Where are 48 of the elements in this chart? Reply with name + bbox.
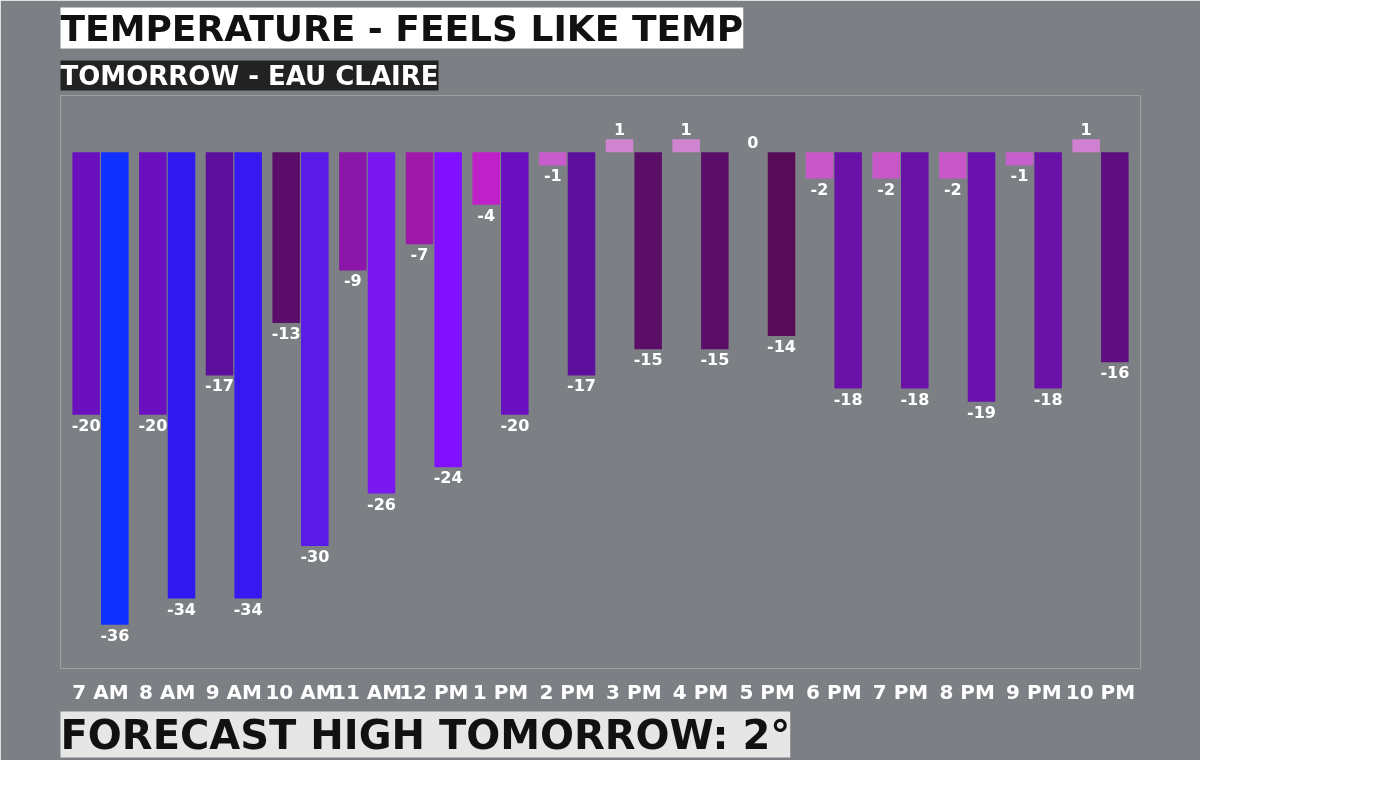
- x-tick-label: 2 PM: [539, 679, 595, 704]
- x-tick-label: 9 AM: [205, 679, 262, 704]
- x-tick-label: 8 AM: [139, 679, 196, 704]
- data-label: -18: [900, 389, 930, 409]
- data-label: -2: [810, 179, 829, 199]
- data-label: -34: [167, 599, 196, 619]
- data-label: 0: [747, 133, 759, 153]
- data-label: -15: [700, 350, 730, 370]
- data-label: -30: [300, 547, 330, 567]
- data-label: -7: [410, 245, 429, 265]
- data-label: -24: [433, 468, 463, 488]
- x-tick-label: 3 PM: [606, 679, 662, 704]
- data-label: -9: [343, 271, 362, 291]
- x-tick-label: 8 PM: [939, 679, 995, 704]
- data-label: -20: [71, 415, 101, 435]
- data-label: -13: [271, 323, 301, 343]
- data-label: -16: [1100, 363, 1130, 383]
- data-label: -26: [367, 494, 396, 514]
- x-tick-label: 9 PM: [1006, 679, 1062, 704]
- data-label: -14: [767, 337, 796, 357]
- x-tick-label: 6 PM: [806, 679, 862, 704]
- data-label: -19: [967, 402, 996, 422]
- data-label: -36: [100, 625, 130, 645]
- data-label: 1: [613, 120, 626, 140]
- x-tick-label: 10 PM: [1065, 679, 1136, 704]
- data-label: -2: [943, 179, 962, 199]
- data-label: -18: [833, 389, 863, 409]
- x-tick-label: 7 PM: [872, 679, 929, 704]
- data-label: -2: [877, 179, 896, 199]
- data-label: -20: [138, 415, 168, 435]
- x-tick-label: 7 AM: [72, 679, 129, 704]
- data-label: -20: [500, 415, 530, 435]
- chart-title: TEMPERATURE - FEELS LIKE TEMP: [60, 7, 744, 49]
- chart-subtitle: TOMORROW - EAU CLAIRE: [60, 60, 439, 91]
- x-tick-label: 1 PM: [472, 679, 529, 704]
- data-label: -34: [233, 599, 263, 619]
- text: FORECAST HIGH TOMORROW: 2°: [60, 711, 791, 758]
- x-tick-label: 5 PM: [739, 679, 795, 704]
- data-label: -1: [543, 166, 562, 186]
- data-label: -4: [477, 205, 496, 225]
- data-label: 1: [1080, 120, 1092, 140]
- data-label: -15: [633, 350, 663, 370]
- data-label: -17: [205, 376, 234, 396]
- data-label: -18: [1033, 389, 1063, 409]
- data-label: 1: [680, 120, 692, 140]
- data-label: -1: [1010, 166, 1029, 186]
- x-tick-label: 4 PM: [672, 679, 729, 704]
- data-label: -17: [567, 376, 596, 396]
